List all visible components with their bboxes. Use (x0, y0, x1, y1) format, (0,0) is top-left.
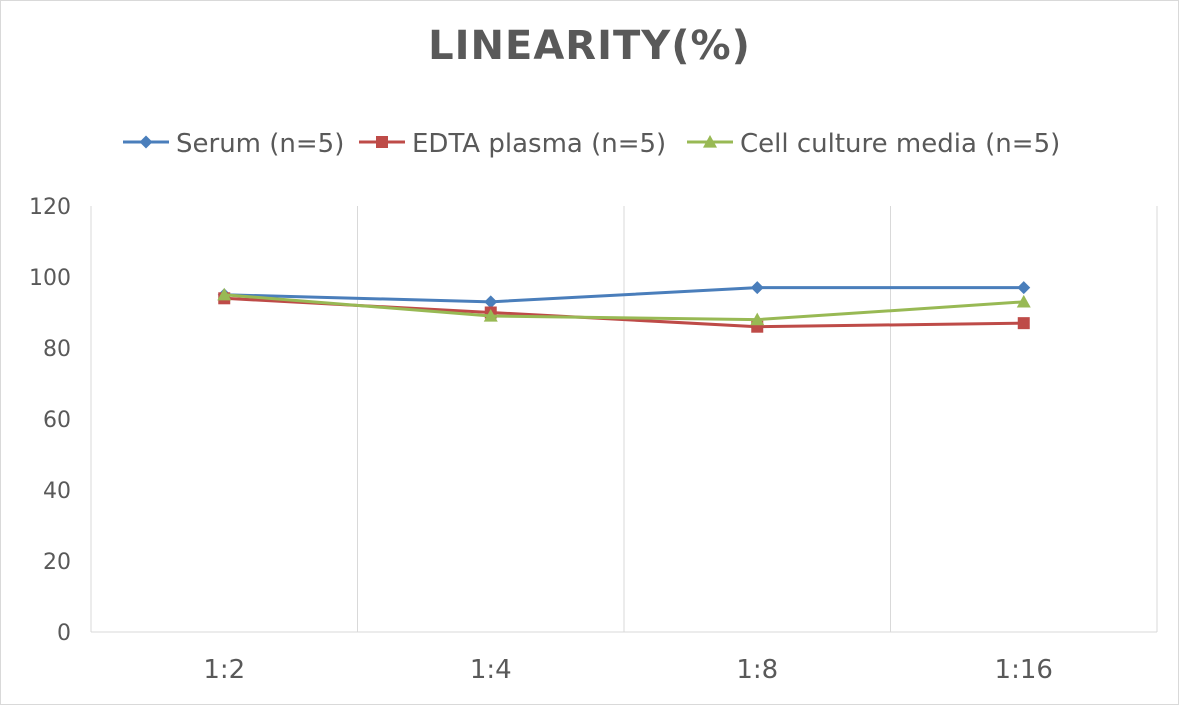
data-point (1016, 294, 1031, 308)
data-point (750, 312, 765, 326)
x-tick-label: 1:16 (995, 655, 1053, 685)
y-tick-label: 60 (43, 408, 71, 433)
data-point (750, 281, 764, 295)
chart-title: LINEARITY(%) (428, 23, 751, 69)
series-line-1 (224, 286, 1024, 304)
y-tick-label: 40 (43, 479, 71, 504)
x-tick-label: 1:8 (736, 655, 778, 685)
y-tick-label: 20 (43, 550, 71, 575)
legend-marker (703, 135, 717, 148)
y-tick-label: 100 (29, 266, 71, 291)
legend-marker (139, 135, 153, 149)
y-tick-label: 120 (29, 195, 71, 220)
data-point (484, 295, 498, 309)
data-point (217, 287, 232, 301)
y-tick-label: 80 (43, 337, 71, 362)
x-tick-label: 1:2 (203, 655, 245, 685)
data-point (483, 309, 498, 322)
legend-label: EDTA plasma (n=5) (412, 129, 666, 159)
data-point (1017, 317, 1030, 330)
legend-label: Serum (n=5) (176, 129, 344, 159)
legend-label: Cell culture media (n=5) (740, 129, 1060, 159)
x-tick-label: 1:4 (470, 655, 512, 685)
legend-marker (376, 136, 388, 148)
data-point (1017, 281, 1031, 295)
series-line-3 (224, 293, 1024, 322)
y-tick-label: 0 (57, 621, 71, 646)
